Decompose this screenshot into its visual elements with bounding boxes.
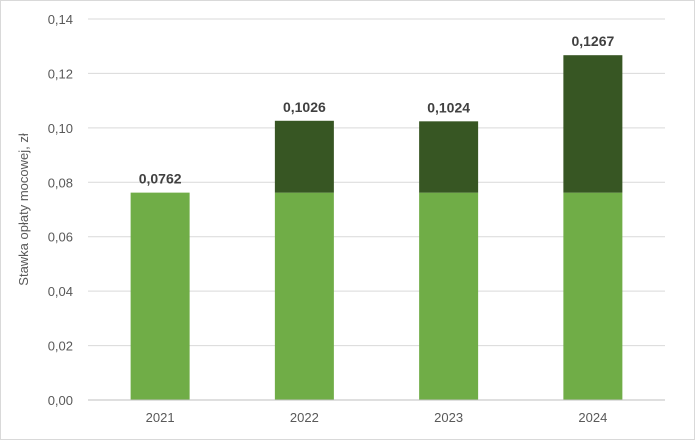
- bar-segment-2023-2: [419, 121, 479, 193]
- y-tick-label: 0,04: [48, 284, 73, 299]
- bar-segment-2021-1: [130, 192, 190, 400]
- bar-segment-2022-1: [274, 192, 334, 400]
- y-axis-ticks: 0,00 0,02 0,04 0,06 0,08 0,10 0,12 0,14: [48, 12, 73, 408]
- bar-segment-2022-2: [274, 120, 334, 193]
- data-label-2022: 0,1026: [283, 99, 326, 115]
- data-label-2024: 0,1267: [571, 33, 614, 49]
- bar-segment-2024-2: [563, 55, 623, 193]
- data-labels: 0,0762 0,1026 0,1024 0,1267: [139, 33, 615, 186]
- y-tick-label: 0,12: [48, 66, 73, 81]
- x-tick-label: 2022: [290, 410, 319, 425]
- bar-segment-2024-1: [563, 192, 623, 400]
- y-axis-label: Stawka opłaty mocowej, zł: [16, 133, 31, 286]
- x-axis-ticks: 2021 2022 2023 2024: [146, 410, 608, 425]
- y-tick-label: 0,08: [48, 175, 73, 190]
- x-tick-label: 2023: [434, 410, 463, 425]
- y-tick-label: 0,02: [48, 339, 73, 354]
- y-tick-label: 0,00: [48, 393, 73, 408]
- x-tick-label: 2024: [578, 410, 607, 425]
- bar-segment-2023-1: [419, 192, 479, 400]
- bars: [130, 55, 623, 400]
- y-tick-label: 0,06: [48, 230, 73, 245]
- y-tick-label: 0,10: [48, 121, 73, 136]
- data-label-2021: 0,0762: [139, 171, 182, 187]
- data-label-2023: 0,1024: [427, 99, 470, 115]
- y-tick-label: 0,14: [48, 12, 73, 27]
- x-tick-label: 2021: [146, 410, 175, 425]
